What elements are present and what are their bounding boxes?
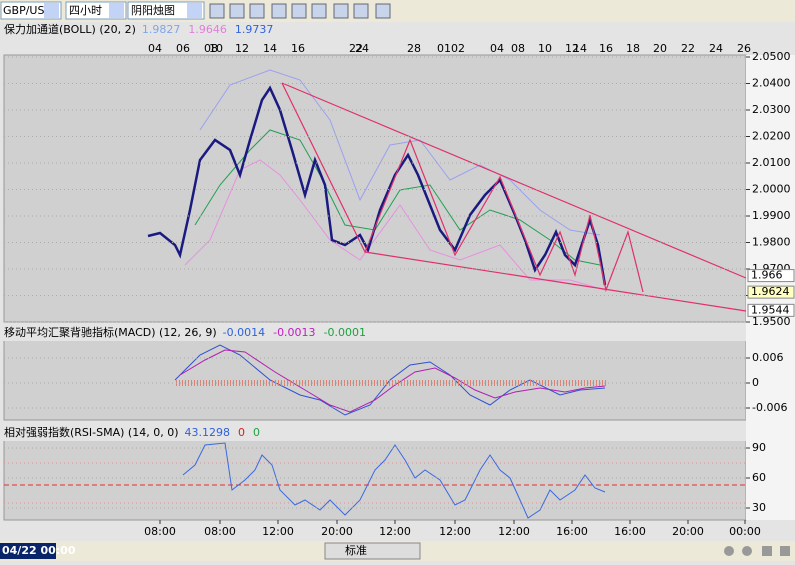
- chart-style: 阴阳烛图: [131, 4, 175, 17]
- top-axis-label: 16: [599, 42, 613, 55]
- indicator-value: 1.9737: [235, 23, 274, 36]
- macd-tick-label: -0.006: [752, 401, 787, 414]
- bottom-axis-label: 12:00: [262, 525, 294, 538]
- tool-icon[interactable]: [312, 4, 326, 18]
- price-tick-label: 1.9800: [752, 236, 791, 249]
- price-box-label: 1.966: [751, 269, 783, 282]
- panel-title: 相对强弱指数(RSI-SMA) (14, 0, 0): [4, 425, 178, 439]
- tool-icon[interactable]: [334, 4, 348, 18]
- indicator-value: 0: [253, 426, 260, 439]
- price-tick-label: 2.0500: [752, 50, 791, 63]
- price-tick-label: 2.0200: [752, 130, 791, 143]
- top-axis-label: 08: [511, 42, 525, 55]
- status-mode: 标准: [345, 543, 367, 557]
- bottom-axis-label: 12:00: [498, 525, 530, 538]
- tool-icon[interactable]: [354, 4, 368, 18]
- top-axis-label: 18: [626, 42, 640, 55]
- bottom-axis-label: 00:00: [729, 525, 761, 538]
- panel-title: 保力加通道(BOLL) (20, 2): [4, 22, 136, 36]
- top-axis-label: 20: [653, 42, 667, 55]
- top-axis-label: 04: [148, 42, 162, 55]
- tool-icon[interactable]: [230, 4, 244, 18]
- tool-icon[interactable]: [272, 4, 286, 18]
- top-axis-label: 10: [538, 42, 552, 55]
- rsi-tick-label: 30: [752, 501, 766, 514]
- top-axis-label: 14: [263, 42, 277, 55]
- bottom-axis-label: 08:00: [144, 525, 176, 538]
- tool-icon[interactable]: [376, 4, 390, 18]
- rsi-tick-label: 60: [752, 471, 766, 484]
- indicator-value: 1.9646: [188, 23, 227, 36]
- tool-icon[interactable]: [250, 4, 264, 18]
- price-box-label: 1.9544: [751, 303, 790, 316]
- price-tick-label: 2.0400: [752, 77, 791, 90]
- bottom-axis-label: 16:00: [556, 525, 588, 538]
- tool-icons: [210, 4, 390, 18]
- top-axis-label: 26: [737, 42, 751, 55]
- top-axis-label: 16: [291, 42, 305, 55]
- top-axis-label: 06: [176, 42, 190, 55]
- indicator-value: -0.0014: [223, 326, 265, 339]
- bottom-axis-label: 08:00: [204, 525, 236, 538]
- main-panel: [4, 55, 746, 322]
- bottom-axis-label: 12:00: [439, 525, 471, 538]
- macd-tick-label: 0: [752, 376, 759, 389]
- dropdown-btn[interactable]: [44, 3, 59, 18]
- top-axis-label: 24: [355, 42, 369, 55]
- mode-buttons[interactable]: [325, 543, 420, 559]
- dropdown-btn[interactable]: [187, 3, 202, 18]
- price-tick-label: 2.0300: [752, 103, 791, 116]
- price-box-label: 1.9624: [751, 285, 790, 298]
- zoom-out[interactable]: [742, 546, 752, 556]
- top-axis-label: 01: [437, 42, 451, 55]
- dropdown-btn[interactable]: [109, 3, 124, 18]
- bottom-axis-label: 12:00: [379, 525, 411, 538]
- scroll-right[interactable]: [780, 546, 790, 556]
- scroll-left[interactable]: [762, 546, 772, 556]
- indicator-value: 0: [238, 426, 245, 439]
- price-tick-label: 1.9500: [752, 315, 791, 328]
- zoom-in[interactable]: [724, 546, 734, 556]
- panel-title: 移动平均汇聚背驰指标(MACD) (12, 26, 9): [4, 325, 217, 339]
- top-axis-label: 22: [681, 42, 695, 55]
- top-axis-label: 28: [407, 42, 421, 55]
- period: 四小时: [69, 4, 102, 17]
- bottom-axis-label: 20:00: [672, 525, 704, 538]
- bottom-axis-label: 16:00: [614, 525, 646, 538]
- bottom-axis-label: 20:00: [321, 525, 353, 538]
- rsi-tick-label: 90: [752, 441, 766, 454]
- top-axis-label: 10: [209, 42, 223, 55]
- top-axis-label: 14: [573, 42, 587, 55]
- tool-icon[interactable]: [292, 4, 306, 18]
- price-tick-label: 2.0100: [752, 156, 791, 169]
- indicator-value: 1.9827: [142, 23, 181, 36]
- top-axis-label: 24: [709, 42, 723, 55]
- tool-icon[interactable]: [210, 4, 224, 18]
- price-tick-label: 2.0000: [752, 183, 791, 196]
- indicator-value: 43.1298: [184, 426, 230, 439]
- status-datetime: 04/22 00:00: [2, 544, 76, 557]
- rsi-panel: [4, 440, 746, 520]
- macd-tick-label: 0.006: [752, 351, 784, 364]
- top-axis-label: 04: [490, 42, 504, 55]
- price-tick-label: 1.9900: [752, 209, 791, 222]
- top-axis-label: 02: [451, 42, 465, 55]
- indicator-value: -0.0013: [273, 326, 315, 339]
- indicator-value: -0.0001: [324, 326, 366, 339]
- top-axis-label: 12: [235, 42, 249, 55]
